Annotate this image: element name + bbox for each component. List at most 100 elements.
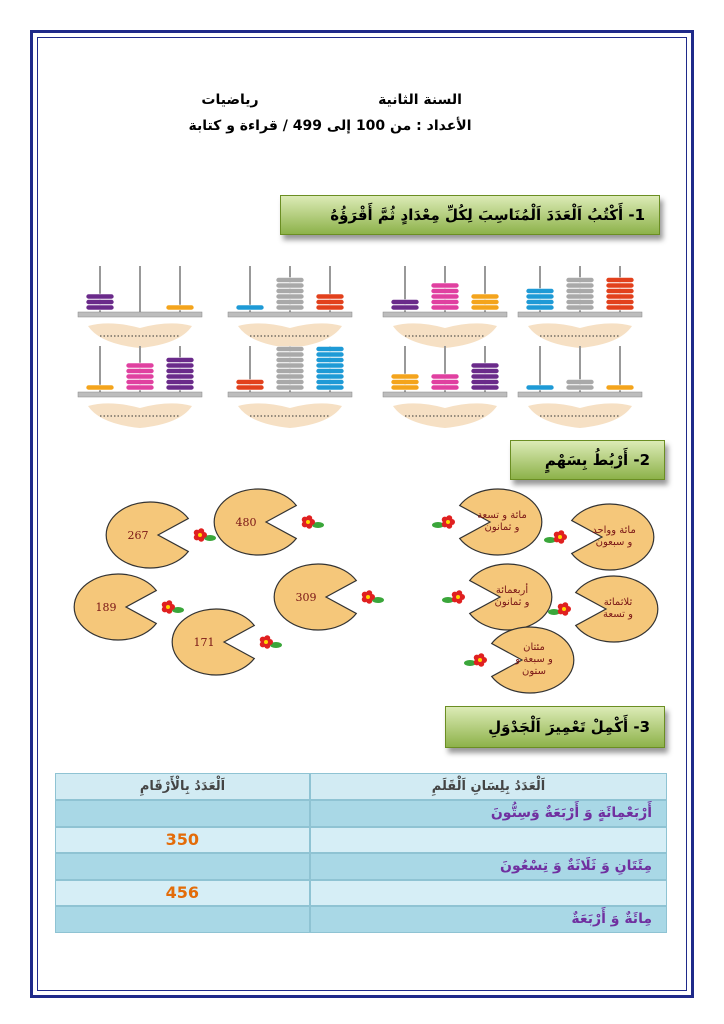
abacus-bead xyxy=(565,293,595,300)
abacus-bead xyxy=(275,379,305,385)
word-line: و ثمانون xyxy=(494,597,530,608)
abacus-bead xyxy=(85,384,115,391)
abacus-bead xyxy=(165,362,195,369)
word-line: ثلاثمائة xyxy=(603,597,633,608)
abacus-bead xyxy=(125,368,155,374)
abacus-bead xyxy=(85,293,115,300)
abacus-bead xyxy=(125,384,155,391)
abacus-bead xyxy=(275,304,305,311)
word-label: مئتان و سبعة و ستون xyxy=(502,642,566,678)
abacus-bead xyxy=(235,384,265,391)
abacus-bead xyxy=(315,362,345,369)
flower-center xyxy=(166,605,170,609)
abacus-bead xyxy=(390,304,420,311)
flower-center xyxy=(456,595,460,599)
leaf xyxy=(204,535,216,541)
abacus-bead xyxy=(430,288,460,294)
table-header-cell: اَلْعَدَدُ بِالْأَرْقَامِ xyxy=(55,773,310,800)
abacus-bead xyxy=(565,288,595,294)
word-line: و سبعون xyxy=(595,537,633,548)
abacus-base xyxy=(227,391,353,398)
flower-center xyxy=(558,535,562,539)
leaf xyxy=(432,522,444,528)
word-label: مائة وواحد و سبعون xyxy=(582,525,646,549)
abacus-bead xyxy=(565,282,595,289)
abacus-bead xyxy=(525,293,555,300)
abacus-bead xyxy=(275,277,305,283)
abacus-bead xyxy=(275,373,305,380)
abacus-base xyxy=(517,311,643,318)
abacus-bead xyxy=(275,357,305,363)
table-cell: مِئَتَانِ وَ ثَلَاثَةٌ وَ تِسْعُونَ xyxy=(310,853,667,880)
abacus-bead xyxy=(315,299,345,305)
abacus-bead xyxy=(165,384,195,391)
table-cell xyxy=(55,853,310,880)
abacus-bead xyxy=(315,351,345,358)
flower-center xyxy=(306,520,310,524)
abacus-base xyxy=(227,311,353,318)
abacus-bead xyxy=(165,357,195,363)
number-label: 171 xyxy=(194,636,215,649)
word-line: ستون xyxy=(522,666,546,677)
table-cell: 350 xyxy=(55,826,310,853)
abacus-bead xyxy=(470,384,500,391)
abacus-bead xyxy=(235,304,265,311)
table-cell xyxy=(310,879,667,906)
pacman xyxy=(468,563,553,631)
word-line: مائة و تسعة xyxy=(477,510,527,521)
leaf xyxy=(464,660,476,666)
abacus-bead xyxy=(430,304,460,311)
abacus-bead xyxy=(430,299,460,305)
section-title: 3- أَكْمِلْ تَعْمِيرَ اَلْجَدْوَلِ xyxy=(445,706,665,748)
pacman xyxy=(213,488,298,556)
abacus-bead xyxy=(525,384,555,391)
page-frame xyxy=(30,30,694,998)
abacus-bead xyxy=(470,373,500,380)
abacus-bead xyxy=(605,304,635,311)
abacus-bead xyxy=(275,282,305,289)
table-header-cell: اَلْعَدَدُ بِلِسَانِ اَلْقَلَمِ xyxy=(310,773,667,800)
flower-center xyxy=(562,607,566,611)
word-line: مئتان xyxy=(523,642,545,653)
abacus-bead xyxy=(390,373,420,380)
topic: الأعداد : من 100 إلى 499 / قراءة و كتابة xyxy=(188,118,472,134)
abacus-bead xyxy=(275,351,305,358)
abacus-bead xyxy=(315,293,345,300)
abacus-bead xyxy=(165,373,195,380)
table: اَلْعَدَدُ بِلِسَانِ اَلْقَلَمِ اَلْعَدَد… xyxy=(55,773,667,933)
abacus-bead xyxy=(85,304,115,311)
abacus-bead xyxy=(430,293,460,300)
abacus-bead xyxy=(605,288,635,294)
pacman xyxy=(273,563,358,631)
abacus-bead xyxy=(525,304,555,311)
flower-petal xyxy=(264,635,271,642)
abacus-bead xyxy=(565,384,595,391)
abacus-bead xyxy=(525,299,555,305)
table-cell xyxy=(55,906,310,933)
abacus-bead xyxy=(565,304,595,311)
subject: رياضيات xyxy=(201,92,259,108)
word-line: و سبعة و xyxy=(515,654,553,665)
number-label: 189 xyxy=(96,601,117,614)
abacus-bead xyxy=(275,288,305,294)
abacus-bead xyxy=(605,384,635,391)
leaf xyxy=(442,597,454,603)
abacus-bead xyxy=(565,277,595,283)
leaf xyxy=(544,537,556,543)
abacus-bead xyxy=(470,293,500,300)
abacus-bead xyxy=(315,304,345,311)
abacus-bead xyxy=(275,299,305,305)
abacus-bead xyxy=(315,384,345,391)
abacus-base xyxy=(382,311,508,318)
flower-center xyxy=(198,533,202,537)
abacus-bead xyxy=(470,362,500,369)
abacus-bead xyxy=(470,299,500,305)
leaf xyxy=(172,607,184,613)
abacus-bead xyxy=(605,277,635,283)
abacus-bead xyxy=(275,368,305,374)
word-line: و ثمانون xyxy=(484,522,520,533)
abacus-base xyxy=(77,311,203,318)
abacus-bead xyxy=(605,299,635,305)
table-cell xyxy=(310,826,667,853)
